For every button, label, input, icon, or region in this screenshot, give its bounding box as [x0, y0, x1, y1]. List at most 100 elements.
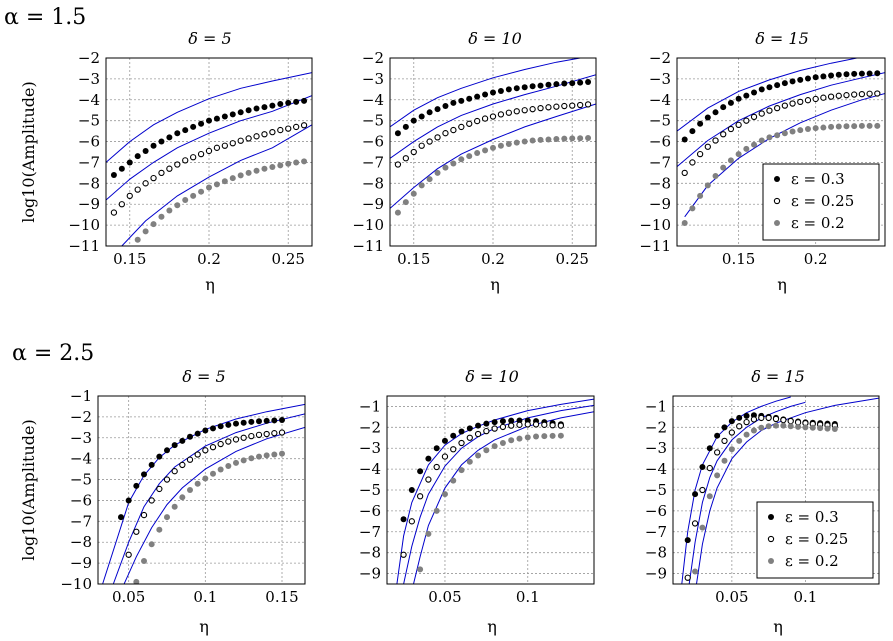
x-axis-label: η: [199, 617, 209, 636]
marker-series-0: [202, 427, 209, 434]
marker-series-2: [171, 503, 178, 510]
marker-series-2: [692, 568, 699, 575]
marker-series-0: [269, 102, 276, 109]
y-tick-label: −1: [70, 387, 92, 405]
marker-series-2: [482, 147, 489, 154]
marker-series-2: [689, 205, 696, 212]
y-tick-label: −8: [70, 533, 92, 551]
legend-label: ε = 0.3: [791, 170, 845, 188]
marker-series-1: [474, 430, 482, 438]
marker-series-2: [402, 199, 409, 206]
marker-series-1: [263, 430, 270, 438]
row-label-alpha-2-5: α = 2.5: [12, 341, 94, 366]
marker-series-2: [491, 443, 498, 450]
marker-series-2: [553, 136, 560, 143]
marker-series-0: [256, 418, 262, 425]
marker-series-0: [233, 420, 239, 427]
marker-series-2: [727, 157, 734, 164]
y-tick-label: −11: [639, 237, 671, 255]
marker-series-1: [553, 103, 560, 110]
marker-series-0: [450, 432, 457, 439]
marker-series-1: [545, 104, 552, 111]
marker-series-2: [293, 159, 300, 166]
marker-series-2: [743, 145, 750, 152]
marker-series-2: [699, 524, 706, 531]
marker-series-1: [197, 150, 205, 158]
x-tick-label: 0.15: [265, 588, 298, 606]
marker-series-1: [689, 159, 696, 166]
marker-series-2: [417, 566, 424, 573]
marker-series-2: [817, 425, 824, 432]
y-tick-label: −3: [78, 70, 100, 88]
x-tick-label: 0.15: [113, 250, 146, 268]
marker-series-1: [508, 422, 515, 429]
marker-series-1: [190, 154, 197, 161]
y-tick-label: −7: [78, 153, 100, 171]
y-tick-label: −4: [78, 91, 100, 109]
marker-series-0: [166, 134, 173, 141]
marker-series-2: [442, 164, 449, 171]
marker-series-0: [561, 80, 568, 87]
y-tick-label: −11: [352, 237, 384, 255]
marker-series-2: [426, 176, 433, 183]
marker-series-2: [277, 162, 284, 169]
y-tick-label: −5: [78, 112, 100, 130]
marker-series-2: [141, 558, 147, 565]
x-tick-label: 0.2: [481, 250, 505, 268]
marker-series-2: [450, 477, 457, 484]
marker-series-1: [524, 421, 531, 428]
marker-series-2: [497, 142, 504, 149]
marker-series-2: [253, 167, 260, 174]
marker-series-2: [797, 127, 804, 134]
marker-series-2: [866, 122, 873, 129]
marker-series-2: [736, 437, 743, 444]
y-tick-label: −5: [362, 112, 384, 130]
y-tick-label: −8: [359, 544, 381, 562]
marker-series-0: [179, 437, 186, 444]
marker-series-0: [513, 85, 520, 92]
marker-series-0: [245, 107, 252, 114]
marker-series-0: [727, 99, 734, 106]
marker-series-1: [217, 440, 224, 448]
legend-marker: [773, 197, 781, 205]
marker-series-0: [699, 464, 706, 471]
marker-series-2: [450, 160, 457, 167]
marker-series-1: [166, 165, 173, 172]
plot-frame: [676, 57, 886, 247]
marker-series-2: [751, 141, 758, 148]
marker-series-1: [699, 486, 706, 494]
marker-series-1: [174, 161, 181, 168]
marker-series-0: [118, 165, 125, 172]
y-tick-label: −4: [70, 450, 92, 468]
marker-series-0: [225, 421, 232, 428]
marker-series-1: [835, 92, 842, 99]
y-tick-label: −9: [78, 195, 100, 213]
marker-series-0: [277, 100, 284, 107]
y-tick-label: −11: [68, 237, 100, 255]
marker-series-2: [750, 427, 757, 434]
marker-series-2: [158, 213, 165, 220]
marker-series-2: [237, 172, 244, 179]
marker-series-1: [781, 102, 789, 109]
marker-series-2: [221, 178, 228, 185]
marker-series-1: [458, 123, 465, 131]
marker-series-1: [163, 476, 171, 483]
marker-series-1: [205, 147, 213, 155]
y-tick-label: −9: [645, 565, 667, 583]
marker-series-1: [408, 518, 415, 525]
y-tick-label: −4: [362, 91, 384, 109]
y-tick-label: −7: [645, 523, 667, 541]
marker-series-1: [765, 414, 772, 422]
marker-series-1: [812, 95, 819, 103]
marker-series-0: [521, 84, 528, 91]
marker-series-1: [213, 144, 221, 151]
marker-series-0: [125, 497, 132, 504]
marker-series-2: [697, 192, 704, 199]
y-tick-label: −3: [645, 439, 667, 457]
marker-series-1: [442, 130, 449, 137]
marker-series-1: [787, 417, 794, 425]
marker-series-1: [721, 437, 728, 445]
marker-series-1: [549, 422, 556, 429]
marker-series-1: [418, 142, 425, 149]
asymptotic-curve: [112, 413, 305, 584]
